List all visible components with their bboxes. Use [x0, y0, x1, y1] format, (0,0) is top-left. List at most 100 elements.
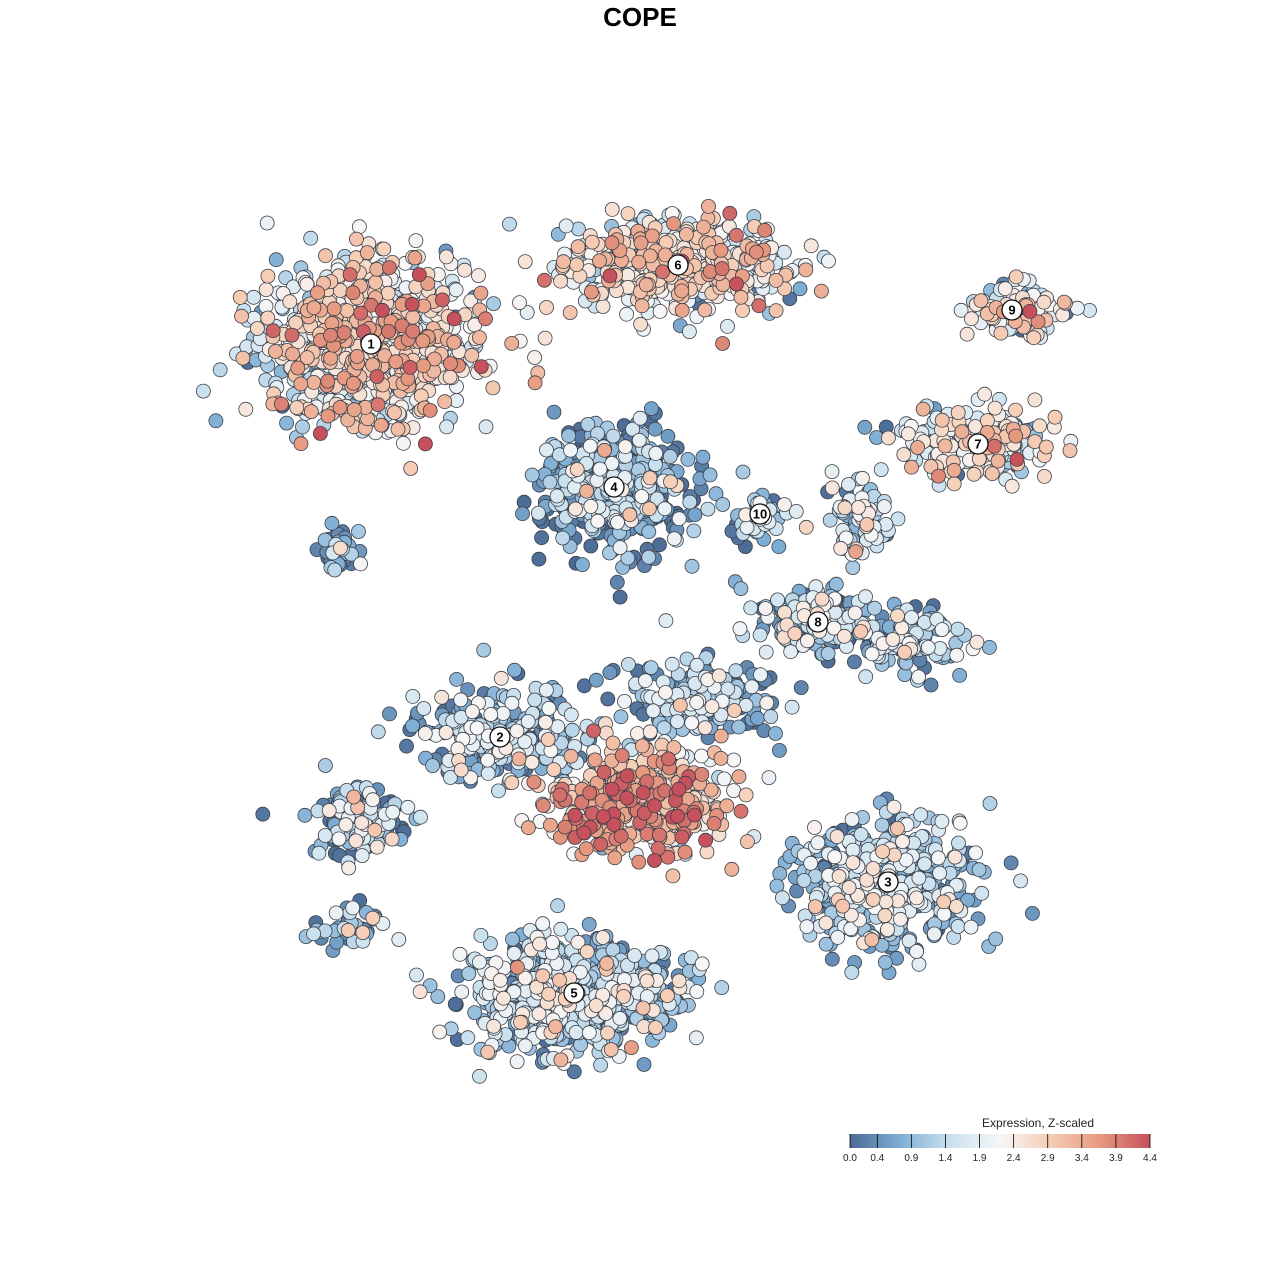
cell-point [763, 709, 779, 724]
cell-point [937, 438, 953, 454]
cell-point [877, 954, 893, 970]
cell-point [327, 562, 343, 578]
cell-point [603, 1042, 619, 1057]
cell-point [555, 530, 571, 546]
cell-point [877, 908, 893, 923]
cell-point [632, 410, 648, 426]
cell-point [727, 703, 742, 718]
cell-point [355, 925, 371, 940]
cell-point [382, 706, 397, 722]
cell-point [570, 239, 586, 255]
cell-point [833, 540, 849, 556]
cell-point [512, 295, 527, 311]
cell-point [845, 560, 861, 575]
cell-point [453, 692, 469, 708]
cell-point [617, 439, 633, 455]
cell-point [464, 347, 480, 363]
cell-point [824, 464, 840, 480]
cell-point [542, 474, 558, 490]
cell-point [564, 722, 580, 738]
cell-point [917, 856, 932, 872]
cell-point [535, 916, 551, 932]
cell-point [644, 948, 660, 964]
cell-point [977, 386, 992, 402]
cell-point [855, 470, 870, 486]
cell-point [982, 640, 997, 655]
cell-point [658, 685, 673, 700]
cell-point [303, 230, 319, 246]
cell-point [665, 868, 681, 884]
cell-point [876, 499, 892, 515]
cell-point [590, 513, 606, 529]
cell-point [471, 268, 486, 284]
cell-point [926, 926, 942, 942]
cell-point [321, 803, 337, 818]
cell-point [803, 238, 819, 254]
cell-point [844, 965, 860, 980]
cell-point [974, 885, 990, 901]
cell-point [744, 679, 760, 695]
cell-point [708, 486, 724, 502]
cell-point [289, 400, 305, 416]
cell-point [583, 498, 599, 514]
cell-point [897, 644, 912, 660]
cell-point [658, 613, 674, 629]
cell-point [772, 743, 787, 758]
cell-point [491, 783, 506, 799]
cell-point [880, 922, 895, 937]
cell-point [966, 466, 982, 482]
cell-point [549, 488, 565, 504]
cell-point [1037, 468, 1052, 484]
cell-point [647, 421, 663, 437]
cell-point [798, 519, 814, 535]
cell-point [740, 834, 755, 849]
cell-point [552, 972, 567, 988]
cell-point [249, 321, 265, 336]
cell-point [258, 282, 274, 298]
cell-point [793, 680, 809, 695]
cell-point [652, 303, 668, 319]
cell-point [631, 432, 647, 448]
cell-point [563, 707, 579, 723]
cell-point [605, 428, 621, 444]
cell-point [605, 735, 621, 751]
cell-point [595, 930, 611, 945]
cell-point [949, 899, 964, 914]
cell-point [864, 646, 880, 662]
cell-point [997, 281, 1013, 297]
cell-point [246, 289, 262, 305]
cell-point [550, 898, 565, 914]
cell-point [409, 967, 424, 983]
cell-point [830, 930, 846, 945]
cell-point [648, 445, 664, 461]
cell-point [987, 400, 1003, 416]
cell-point [417, 726, 433, 741]
cell-point [666, 531, 682, 547]
cell-point [464, 704, 480, 719]
cell-point [412, 984, 428, 1000]
cell-point [660, 428, 676, 444]
cell-point [800, 633, 815, 649]
cell-point [400, 799, 416, 815]
cell-point [859, 517, 875, 532]
cell-point [351, 524, 366, 539]
cell-point [351, 219, 367, 235]
cell-point [288, 315, 304, 331]
cell-point [662, 449, 678, 464]
cell-point [599, 956, 615, 971]
cell-point [648, 1020, 663, 1035]
cell-point [642, 724, 658, 740]
cell-point [893, 911, 908, 927]
cell-point [480, 766, 496, 781]
cell-point [982, 796, 998, 811]
cell-point [988, 931, 1004, 947]
cell-point [502, 216, 517, 232]
cell-point [532, 936, 547, 952]
cell-point [738, 787, 754, 803]
cell-point [600, 691, 616, 707]
cell-point [1008, 402, 1023, 418]
cell-point [452, 946, 468, 962]
cell-point [613, 709, 629, 725]
cell-point [469, 720, 485, 736]
cell-point [694, 956, 710, 972]
